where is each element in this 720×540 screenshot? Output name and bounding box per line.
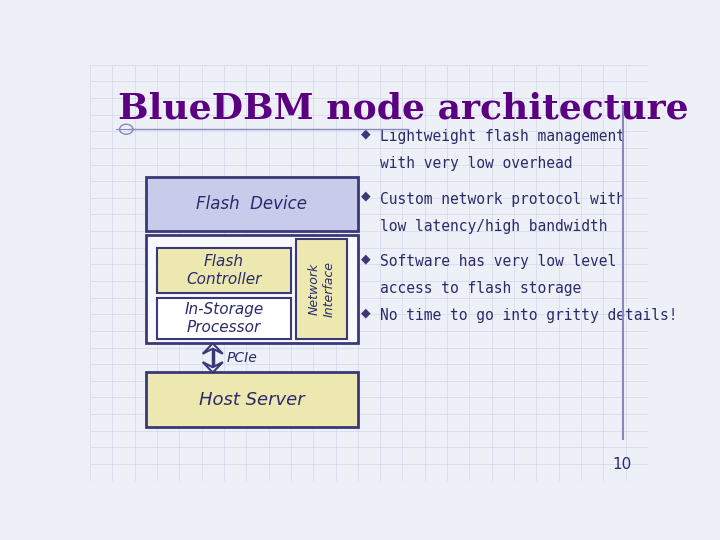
Bar (145, 373, 358, 427)
Text: 10: 10 (612, 457, 631, 472)
Bar (145, 177, 358, 231)
Text: ◆: ◆ (361, 252, 371, 265)
Polygon shape (203, 343, 222, 354)
Text: Software has very low level: Software has very low level (380, 254, 616, 269)
Text: Lightweight flash management: Lightweight flash management (380, 129, 625, 144)
Text: Flash
Controller: Flash Controller (186, 254, 261, 287)
Polygon shape (203, 362, 222, 373)
Text: with very low overhead: with very low overhead (380, 156, 572, 171)
Text: No time to go into gritty details!: No time to go into gritty details! (380, 308, 678, 323)
Text: Host Server: Host Server (199, 390, 305, 409)
Text: Network
Interface: Network Interface (307, 261, 336, 318)
Bar (157, 248, 291, 294)
Bar (145, 235, 358, 343)
Bar (297, 239, 347, 339)
Text: low latency/high bandwidth: low latency/high bandwidth (380, 219, 608, 234)
Text: PCIe: PCIe (227, 351, 258, 365)
Text: Flash  Device: Flash Device (197, 195, 307, 213)
Text: access to flash storage: access to flash storage (380, 281, 582, 296)
Text: BlueDBM node architecture: BlueDBM node architecture (118, 92, 688, 126)
Text: In-Storage
Processor: In-Storage Processor (184, 302, 264, 335)
Text: Custom network protocol with: Custom network protocol with (380, 192, 625, 207)
Text: ◆: ◆ (361, 127, 371, 140)
Text: ◆: ◆ (361, 306, 371, 319)
Bar (157, 298, 291, 339)
Text: ◆: ◆ (361, 190, 371, 202)
